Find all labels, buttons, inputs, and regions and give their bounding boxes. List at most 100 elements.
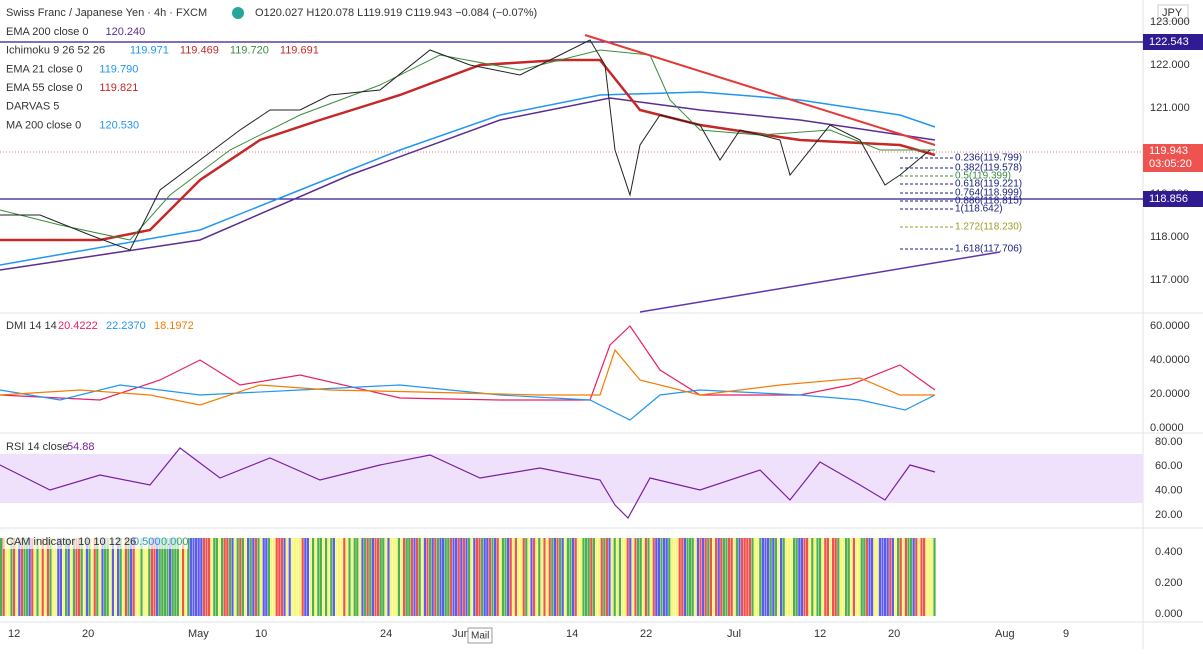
cam-bar: [429, 538, 432, 616]
cam-bar: [904, 538, 907, 616]
cam-bar: [548, 538, 551, 616]
cam-bar: [673, 538, 676, 616]
cam-bar: [31, 538, 34, 616]
indicator-label: MA 200 close 0: [6, 119, 81, 131]
cam-bar: [111, 538, 114, 616]
cam-bar: [455, 538, 458, 616]
cam-bar: [335, 538, 338, 616]
cam-bar: [858, 538, 861, 616]
cam-bar: [452, 538, 455, 616]
indicator-value: 119.971: [130, 45, 169, 57]
cam-bar: [533, 538, 536, 616]
cam-bar: [353, 538, 356, 616]
cam-bar: [566, 538, 569, 616]
cam-bar: [839, 538, 842, 616]
cam-bar: [137, 538, 140, 616]
cam-bar: [790, 538, 793, 616]
cam-bar: [371, 538, 374, 616]
cam-bar: [405, 538, 408, 616]
cam-bar: [507, 538, 510, 616]
cam-bar: [114, 538, 117, 616]
cam-bar: [291, 538, 294, 616]
currency-button[interactable]: [1157, 4, 1189, 22]
cam-bar: [221, 538, 224, 616]
indicator-value: 119.720: [230, 45, 269, 57]
cam-bar: [187, 538, 190, 616]
cam-bar: [486, 538, 489, 616]
cam-bar: [579, 538, 582, 616]
cam-bar: [709, 538, 712, 616]
cam-bar: [325, 538, 328, 616]
time-tick: 12: [814, 628, 826, 640]
cam-bar: [213, 538, 216, 616]
dmi-tick: 0.0000: [1150, 422, 1184, 434]
cam-value: 0.500: [133, 536, 161, 548]
cam-bar: [23, 538, 26, 616]
dmi-tick: 20.0000: [1150, 388, 1190, 400]
fib-label: 0.764(118.999): [955, 188, 1022, 199]
cam-bar: [286, 538, 289, 616]
cam-bar: [135, 538, 138, 616]
cam-bar: [163, 538, 166, 616]
cam-bar: [210, 538, 213, 616]
cam-bar: [756, 538, 759, 616]
cam-bar: [80, 538, 83, 616]
cam-bar: [902, 538, 905, 616]
cam-bar: [104, 538, 107, 616]
fib-label: 1.618(117.706): [955, 244, 1022, 255]
cam-bar: [564, 538, 567, 616]
cam-bar: [397, 538, 400, 616]
cam-bar: [494, 538, 497, 616]
cam-bar: [345, 538, 348, 616]
cam-bar: [637, 538, 640, 616]
tag-countdown: 03:05:20: [1149, 158, 1192, 170]
cam-bar: [881, 538, 884, 616]
cam-bars: [0, 538, 936, 616]
cam-bar: [787, 538, 790, 616]
cam-bar: [447, 538, 450, 616]
fib-label: 0.618(119.221): [955, 179, 1022, 190]
time-tick: 12: [8, 628, 20, 640]
cam-bar: [735, 538, 738, 616]
indicator-value: 119.469: [180, 45, 219, 57]
cam-bar: [184, 538, 187, 616]
cam-bar: [239, 538, 242, 616]
cam-bar: [720, 538, 723, 616]
cam-bar: [618, 538, 621, 616]
cam-bar: [124, 538, 127, 616]
cam-bar: [644, 538, 647, 616]
cam-bar: [925, 538, 928, 616]
cam-bar: [377, 538, 380, 616]
cam-bar: [200, 538, 203, 616]
time-tick: 22: [640, 628, 652, 640]
tag-lower: [1143, 191, 1203, 207]
cam-bar: [283, 538, 286, 616]
tag-last: [1143, 144, 1203, 172]
cam-bar: [748, 538, 751, 616]
cam-bar: [725, 538, 728, 616]
cam-bar: [691, 538, 694, 616]
cam-bar: [257, 538, 260, 616]
cam-bar: [538, 538, 541, 616]
cam-bar: [816, 538, 819, 616]
cam-bar: [226, 538, 229, 616]
cam-bar: [837, 538, 840, 616]
cam-bar: [384, 538, 387, 616]
tooltip: Mail: [471, 631, 489, 642]
cam-bar: [41, 538, 44, 616]
cam-bar: [777, 538, 780, 616]
cam-bar: [228, 538, 231, 616]
cam-bar: [366, 538, 369, 616]
cam-bar: [299, 538, 302, 616]
cam-bar: [540, 538, 543, 616]
cam-bar: [590, 538, 593, 616]
cam-bar: [202, 538, 205, 616]
cam-bar: [572, 538, 575, 616]
cam-bar: [241, 538, 244, 616]
cam-bar: [512, 538, 515, 616]
indicator-label: EMA 55 close 0: [6, 82, 82, 94]
cam-bar: [504, 538, 507, 616]
cam-bar: [470, 538, 473, 616]
cam-bar: [33, 538, 36, 616]
cam-bar: [592, 538, 595, 616]
